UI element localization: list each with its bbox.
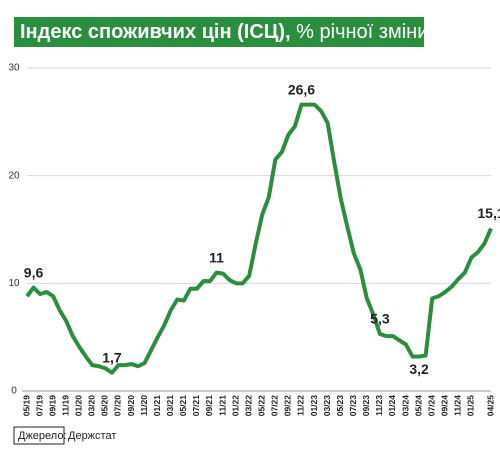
x-tick-label: 09/24: [440, 395, 450, 417]
y-tick-label: 30: [8, 63, 20, 74]
y-tick-label: 10: [8, 278, 20, 289]
x-tick-label: 09/21: [204, 395, 214, 417]
source-label: Джерело:: [18, 430, 67, 442]
x-tick-label: 01/23: [309, 395, 319, 417]
x-tick-label: 07/20: [113, 395, 123, 417]
x-tick-label: 11/20: [139, 395, 149, 416]
x-tick-label: 05/20: [100, 395, 110, 417]
x-tick-label: 11/24: [453, 395, 463, 416]
x-tick-label: 05/21: [178, 395, 188, 417]
value-label: 1,7: [102, 349, 122, 365]
x-tick-label: 01/20: [74, 395, 84, 417]
x-tick-label: 04/25: [485, 395, 495, 417]
x-tick-label: 07/22: [270, 395, 280, 417]
x-tick-label: 09/22: [283, 395, 293, 417]
x-tick-label: 11/19: [60, 395, 70, 416]
x-tick-label: 05/23: [335, 395, 345, 417]
source-value: Держстат: [68, 430, 116, 442]
x-tick-label: 11/23: [374, 395, 384, 416]
x-tick-label: 01/24: [387, 395, 397, 417]
x-tick-label: 07/19: [34, 395, 44, 417]
chart-title: Індекс споживчих цін (ІСЦ), % річної змі…: [20, 21, 428, 43]
cpi-line: [25, 102, 493, 375]
x-tick-label: 01/22: [230, 395, 240, 417]
x-tick-label: 03/20: [87, 395, 97, 417]
x-tick-label: 11/22: [296, 395, 306, 416]
x-tick-label: 01/25: [466, 395, 476, 417]
x-tick-label: 01/21: [152, 395, 162, 417]
title-bold: Індекс споживчих цін (ІСЦ),: [20, 21, 291, 43]
x-tick-label: 03/21: [165, 395, 175, 417]
x-tick-label: 09/20: [126, 395, 136, 417]
value-label: 9,6: [24, 264, 44, 280]
value-label: 15,1: [477, 205, 500, 221]
x-tick-label: 03/24: [400, 395, 410, 417]
x-tick-label: 07/24: [426, 395, 436, 417]
title-banner: [14, 17, 424, 47]
x-tick-label: 07/21: [191, 395, 201, 417]
value-label: 26,6: [288, 81, 315, 97]
x-tick-label: 09/23: [361, 395, 371, 417]
value-label: 11: [209, 249, 224, 265]
title-rest: % річної зміни: [296, 21, 428, 43]
x-tick-label: 05/22: [257, 395, 267, 417]
x-tick-label: 11/21: [217, 395, 227, 416]
value-label: 3,2: [409, 361, 429, 377]
x-tick-label: 05/19: [21, 395, 31, 417]
x-tick-label: 05/24: [413, 395, 423, 417]
x-tick-label: 03/23: [322, 395, 332, 417]
y-tick-label: 20: [8, 170, 20, 181]
x-tick-label: 03/22: [243, 395, 253, 417]
source-box: [13, 426, 65, 445]
x-tick-label: 07/23: [348, 395, 358, 417]
x-tick-label: 09/19: [47, 395, 57, 417]
y-tick-label: 0: [11, 386, 17, 397]
value-label: 5,3: [370, 311, 390, 327]
